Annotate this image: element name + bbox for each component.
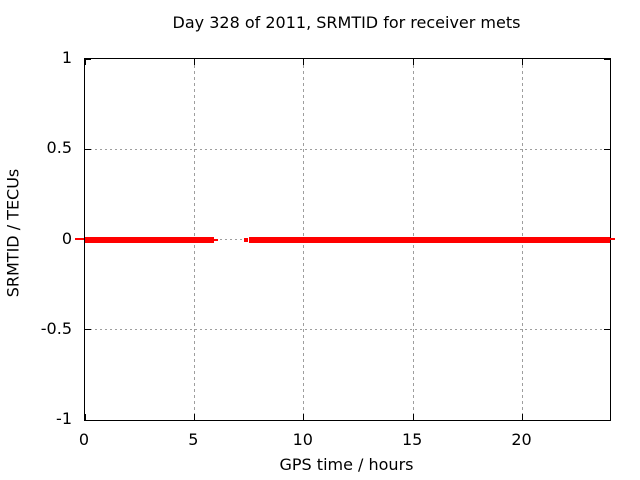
x-tick-label: 5 — [188, 430, 199, 449]
y-tick-left — [85, 58, 91, 60]
gridline-horizontal — [85, 329, 610, 331]
series-edge-overhang — [75, 237, 84, 240]
x-tick-top — [522, 59, 523, 65]
x-tick-label: 0 — [78, 430, 90, 449]
y-tick-left — [85, 329, 91, 331]
y-tick-label: 1 — [61, 48, 72, 67]
y-tick-right — [604, 148, 610, 150]
y-tick-left — [85, 419, 91, 421]
x-tick-top — [303, 59, 305, 65]
y-tick-right — [604, 58, 610, 60]
series-line-segment — [248, 236, 610, 243]
x-tick-label: 15 — [401, 430, 423, 449]
y-tick-right — [604, 329, 610, 331]
y-tick-label: 0 — [61, 228, 72, 248]
x-axis-label: GPS time / hours — [279, 455, 414, 474]
x-tick-bottom — [412, 414, 414, 420]
x-tick-bottom — [522, 414, 523, 420]
y-tick-left — [85, 148, 91, 150]
x-tick-bottom — [84, 414, 86, 420]
series-line-segment — [85, 236, 214, 243]
series-line-fragment — [244, 237, 249, 242]
x-tick-top — [193, 59, 195, 65]
y-tick-label: -0.5 — [40, 318, 72, 338]
chart-title: Day 328 of 2011, SRMTID for receiver met… — [172, 13, 521, 32]
plot-area — [84, 58, 611, 421]
x-tick-top — [84, 59, 86, 65]
x-tick-bottom — [303, 414, 305, 420]
y-tick-label: 0.5 — [46, 138, 72, 158]
series-edge-overhang — [609, 237, 616, 240]
y-tick-right — [604, 419, 610, 421]
y-tick-label: -1 — [56, 409, 72, 428]
x-tick-label: 20 — [511, 430, 532, 449]
gridline-horizontal — [85, 148, 610, 150]
series-line-fragment — [214, 238, 219, 241]
x-tick-label: 10 — [292, 430, 313, 449]
x-tick-top — [412, 59, 414, 65]
x-tick-bottom — [193, 414, 195, 420]
